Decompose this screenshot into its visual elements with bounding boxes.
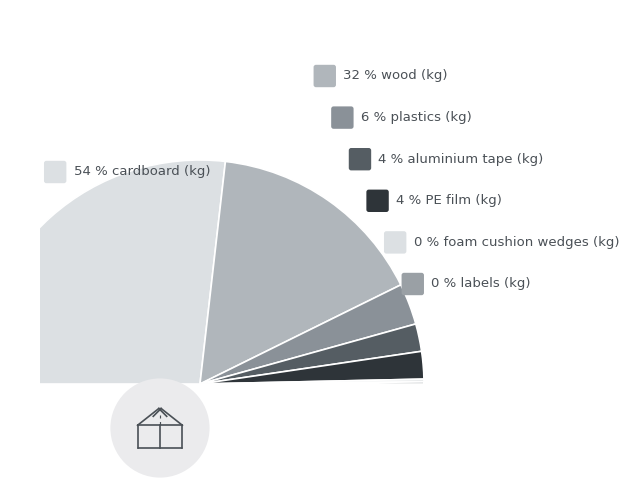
Text: 4 % PE film (kg): 4 % PE film (kg) <box>396 194 502 207</box>
Circle shape <box>110 378 209 478</box>
FancyBboxPatch shape <box>314 65 336 87</box>
FancyBboxPatch shape <box>349 148 371 170</box>
Text: 4 % aluminium tape (kg): 4 % aluminium tape (kg) <box>378 153 543 166</box>
Text: 0 % labels (kg): 0 % labels (kg) <box>431 277 531 290</box>
FancyBboxPatch shape <box>331 107 353 129</box>
Wedge shape <box>200 379 424 384</box>
Wedge shape <box>200 285 416 384</box>
Text: 6 % plastics (kg): 6 % plastics (kg) <box>361 111 472 124</box>
Text: 0 % foam cushion wedges (kg): 0 % foam cushion wedges (kg) <box>413 236 619 249</box>
Wedge shape <box>0 160 225 384</box>
Wedge shape <box>200 161 401 384</box>
Wedge shape <box>200 351 424 384</box>
Text: 54 % cardboard (kg): 54 % cardboard (kg) <box>74 166 210 179</box>
Text: 32 % wood (kg): 32 % wood (kg) <box>343 70 447 83</box>
FancyBboxPatch shape <box>44 161 67 183</box>
FancyBboxPatch shape <box>384 231 406 253</box>
Wedge shape <box>200 382 424 384</box>
Wedge shape <box>200 324 422 384</box>
FancyBboxPatch shape <box>401 273 424 295</box>
FancyBboxPatch shape <box>366 190 388 212</box>
